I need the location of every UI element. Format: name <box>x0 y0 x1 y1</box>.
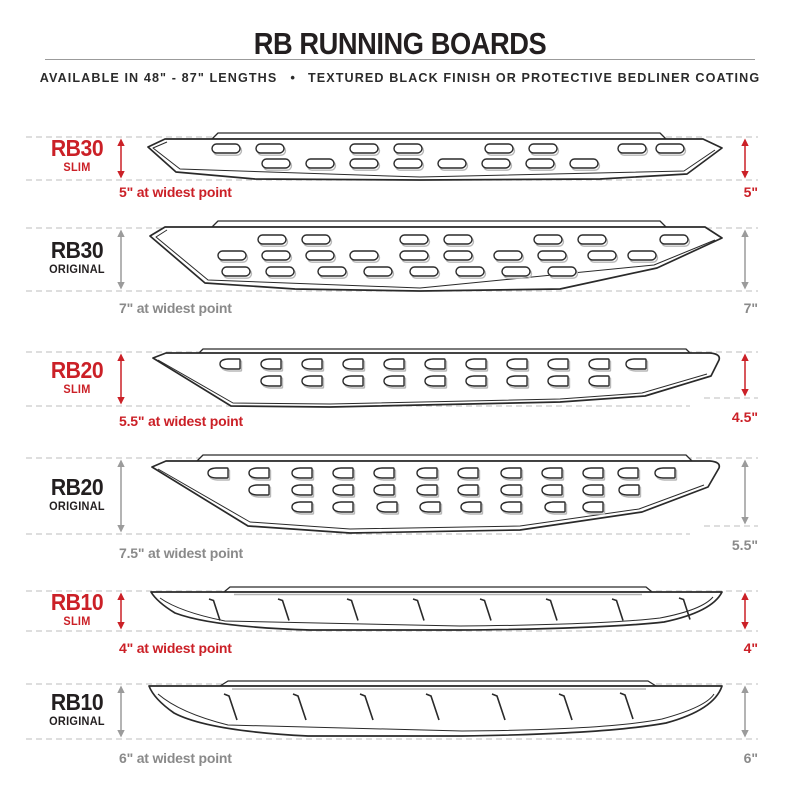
rb10-original-illustration <box>148 680 723 737</box>
rb30-original-right-height: 7" <box>743 300 758 316</box>
bullet-separator-icon: • <box>290 70 295 85</box>
rb10-original-width-caption: 6" at widest point <box>119 750 232 766</box>
subtitle-finish: TEXTURED BLACK FINISH OR PROTECTIVE BEDL… <box>307 70 761 85</box>
page-title: RB RUNNING BOARDS <box>253 26 547 61</box>
rb10-slim-right-dimension-arrow <box>741 592 749 630</box>
rb30-original-label: RB30 ORIGINAL <box>20 239 134 277</box>
model-name: RB10 <box>50 689 104 715</box>
rb20-original-width-caption: 7.5" at widest point <box>119 545 243 561</box>
rb30-slim-left-dimension-arrow <box>117 138 125 179</box>
rb10-original-right-height: 6" <box>743 750 758 766</box>
rb10-slim-right-height: 4" <box>743 640 758 656</box>
rb30-slim-illustration <box>147 132 723 181</box>
rb20-slim-right-height: 4.5" <box>731 409 758 425</box>
rb30-slim-width-caption: 5" at widest point <box>119 184 232 200</box>
model-name: RB30 <box>50 237 104 263</box>
rb30-original-width-caption: 7" at widest point <box>119 300 232 316</box>
rb10-slim-left-dimension-arrow <box>117 592 125 630</box>
header-divider <box>45 59 755 60</box>
variant-name: ORIGINAL <box>49 501 105 513</box>
rb10-slim-label: RB10 SLIM <box>20 591 134 629</box>
rb30-slim-right-height: 5" <box>743 184 758 200</box>
model-name: RB10 <box>50 589 104 615</box>
rb20-original-illustration <box>151 454 721 534</box>
variant-name: SLIM <box>63 616 91 628</box>
rb20-slim-right-dimension-arrow <box>741 353 749 397</box>
variant-name: SLIM <box>63 384 91 396</box>
variant-name: ORIGINAL <box>49 264 105 276</box>
model-name: RB20 <box>50 357 104 383</box>
rb30-original-illustration <box>149 220 723 292</box>
rb20-slim-width-caption: 5.5" at widest point <box>119 413 243 429</box>
model-name: RB30 <box>50 135 104 161</box>
rb20-original-right-height: 5.5" <box>731 537 758 553</box>
rb10-slim-width-caption: 4" at widest point <box>119 640 232 656</box>
rb10-original-right-dimension-arrow <box>741 685 749 738</box>
variant-name: ORIGINAL <box>49 716 105 728</box>
rb10-original-label: RB10 ORIGINAL <box>20 691 134 729</box>
rb10-original-left-dimension-arrow <box>117 685 125 738</box>
rb10-slim-illustration <box>150 586 723 631</box>
rb20-original-left-dimension-arrow <box>117 459 125 533</box>
rb20-slim-illustration <box>152 348 721 408</box>
rb30-original-right-dimension-arrow <box>741 229 749 290</box>
model-name: RB20 <box>50 474 104 500</box>
rb20-original-label: RB20 ORIGINAL <box>20 476 134 514</box>
rb20-slim-label: RB20 SLIM <box>20 359 134 397</box>
rb20-slim-left-dimension-arrow <box>117 353 125 405</box>
variant-name: SLIM <box>63 162 91 174</box>
rb30-slim-right-dimension-arrow <box>741 138 749 179</box>
page-subtitle: AVAILABLE IN 48" - 87" LENGTHS • TEXTURE… <box>0 70 800 85</box>
rb30-original-left-dimension-arrow <box>117 229 125 290</box>
rb20-original-right-dimension-arrow <box>741 459 749 525</box>
rb30-slim-label: RB30 SLIM <box>20 137 134 175</box>
subtitle-lengths: AVAILABLE IN 48" - 87" LENGTHS <box>39 70 278 85</box>
